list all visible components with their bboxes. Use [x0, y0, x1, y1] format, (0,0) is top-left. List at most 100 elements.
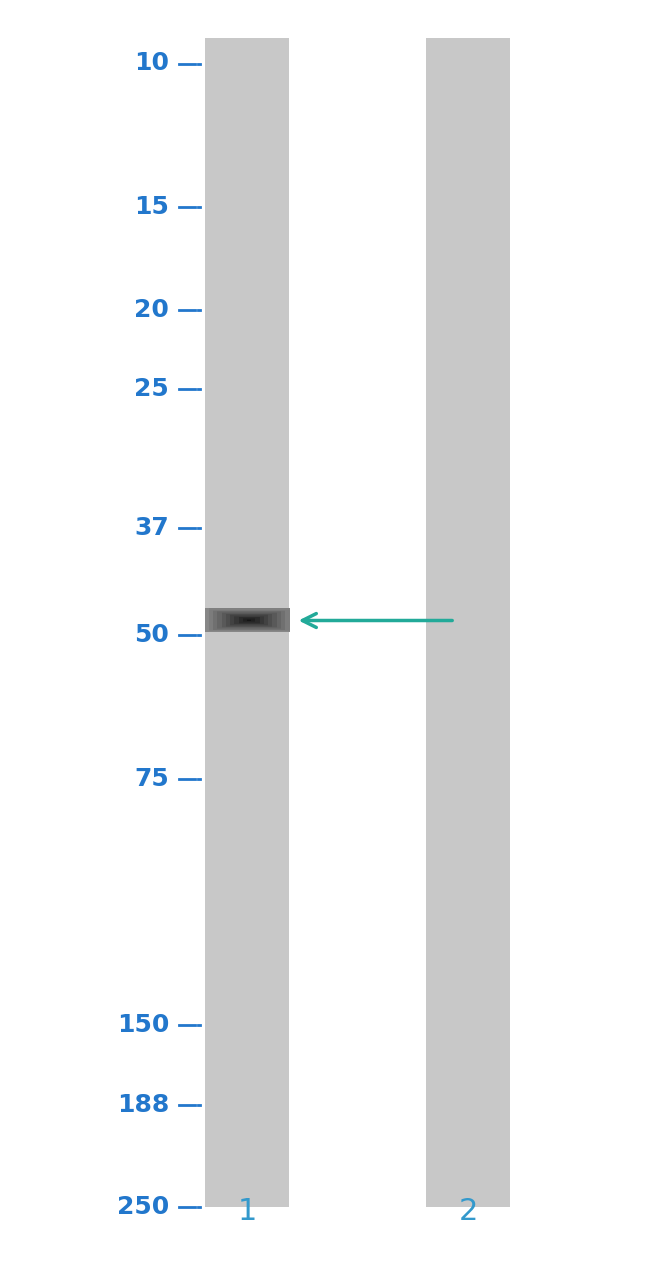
Bar — [247, 616, 252, 618]
Bar — [230, 608, 235, 611]
Bar — [226, 616, 231, 617]
Bar — [268, 616, 273, 617]
Bar — [243, 621, 248, 624]
Bar — [205, 620, 289, 621]
Bar — [281, 613, 286, 616]
Bar — [217, 617, 222, 620]
Bar — [255, 610, 261, 611]
Bar — [268, 620, 273, 621]
Bar — [251, 629, 256, 630]
Bar — [260, 613, 265, 616]
Bar — [217, 627, 222, 629]
Bar — [281, 613, 286, 615]
Bar — [277, 616, 281, 617]
Bar — [222, 612, 227, 615]
Bar — [243, 621, 248, 622]
Bar — [230, 621, 235, 624]
Bar — [217, 625, 222, 627]
Bar — [285, 617, 290, 618]
Bar — [230, 617, 235, 618]
Bar — [251, 610, 256, 611]
Bar — [222, 615, 227, 617]
Bar — [213, 617, 218, 618]
Bar — [209, 612, 214, 613]
Bar — [243, 624, 248, 626]
Bar — [209, 610, 214, 612]
Bar — [247, 629, 252, 630]
Bar — [268, 618, 273, 621]
Bar — [226, 612, 231, 613]
Bar — [260, 627, 265, 629]
Bar — [230, 615, 235, 617]
Bar — [272, 616, 278, 617]
Bar — [226, 627, 231, 630]
Bar — [277, 624, 281, 625]
Bar — [226, 613, 231, 615]
Bar — [268, 629, 273, 630]
Bar — [277, 624, 281, 626]
Bar — [205, 608, 289, 610]
Bar — [205, 610, 289, 612]
Bar — [285, 630, 290, 632]
Bar — [243, 620, 248, 622]
Bar — [251, 626, 256, 629]
Bar — [226, 629, 231, 631]
Bar — [205, 624, 209, 626]
Bar — [260, 610, 265, 612]
Bar — [264, 625, 269, 626]
Bar — [243, 613, 248, 615]
Bar — [217, 613, 222, 616]
Bar — [243, 616, 248, 617]
Bar — [281, 612, 286, 613]
Bar — [251, 621, 256, 624]
Bar — [251, 612, 256, 613]
Bar — [213, 629, 218, 631]
Bar — [255, 616, 261, 618]
Text: 188: 188 — [117, 1093, 169, 1118]
Bar — [281, 618, 286, 621]
Bar — [234, 630, 239, 632]
Bar — [272, 615, 278, 617]
Bar — [264, 624, 269, 626]
Bar — [255, 611, 261, 613]
Bar — [260, 625, 265, 626]
Bar — [230, 624, 235, 626]
Bar — [205, 626, 289, 627]
Bar — [277, 620, 281, 621]
Bar — [205, 624, 289, 626]
Bar — [226, 610, 231, 612]
Bar — [277, 613, 281, 615]
Bar — [255, 610, 261, 612]
Bar — [226, 615, 231, 617]
Bar — [264, 616, 269, 618]
Bar — [272, 621, 278, 624]
Bar — [277, 610, 281, 611]
Bar — [226, 613, 231, 616]
Bar — [255, 608, 261, 611]
Bar — [230, 616, 235, 617]
Bar — [234, 629, 239, 631]
Bar — [264, 620, 269, 621]
Bar — [205, 625, 209, 627]
Bar — [213, 625, 218, 626]
Bar — [209, 617, 214, 620]
Bar — [277, 617, 281, 618]
Bar — [272, 610, 278, 612]
Bar — [230, 610, 235, 612]
Bar — [247, 626, 252, 629]
Bar — [285, 629, 290, 631]
Bar — [217, 621, 222, 624]
Bar — [217, 629, 222, 631]
Bar — [230, 629, 235, 630]
Bar — [251, 610, 256, 612]
Bar — [205, 620, 209, 622]
Bar — [222, 625, 227, 626]
Bar — [281, 629, 286, 630]
Bar — [226, 629, 231, 630]
Bar — [260, 630, 265, 632]
Bar — [268, 625, 273, 626]
Bar — [281, 615, 286, 617]
Bar — [251, 625, 256, 627]
Bar — [268, 608, 273, 610]
Bar — [209, 629, 214, 631]
